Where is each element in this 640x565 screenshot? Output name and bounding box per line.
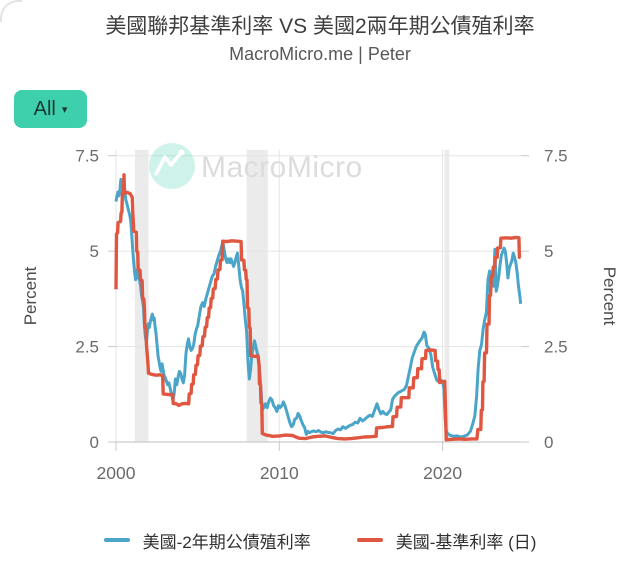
card-corner-decoration (0, 0, 22, 22)
x-axis-label: 2010 (260, 463, 299, 483)
y-axis-title-left: Percent (21, 266, 40, 325)
y-axis-label-right: 0 (544, 433, 553, 452)
y-axis-label-left: 5 (90, 242, 99, 261)
watermark-zigzag-icon (154, 152, 182, 176)
recession-band (444, 150, 450, 442)
y-axis-label-right: 2.5 (544, 338, 568, 357)
legend-label-2y-yield: 美國-2年期公債殖利率 (142, 532, 311, 552)
watermark-text: MacroMicro (201, 151, 363, 184)
chart-plot-area[interactable]: 2000 2010 2020 0 0 2.5 2.5 5 5 7.5 7.5 Percent Perce… (0, 0, 640, 512)
legend-item-2y-yield[interactable]: 美國-2年期公債殖利率 (103, 528, 311, 553)
legend-label-fed-funds: 美國-基準利率 (日) (395, 532, 537, 552)
y-axis-label-left: 7.5 (75, 147, 99, 166)
x-axis-label: 2000 (97, 463, 136, 483)
series-line-fed-funds (114, 173, 522, 442)
legend-swatch-2y-yield (103, 538, 130, 542)
y-axis-label-left: 0 (90, 433, 99, 452)
range-selector-label: All (33, 97, 56, 120)
watermark-dot-icon (178, 149, 185, 156)
legend-item-fed-funds[interactable]: 美國-基準利率 (日) (356, 528, 537, 553)
page-title: 美國聯邦基準利率 VS 美國2兩年期公債殖利率 (105, 15, 535, 38)
caret-down-icon: ▾ (61, 103, 68, 116)
y-axis-title-right: Percent (600, 267, 619, 326)
chart-legend: 美國-2年期公債殖利率 美國-基準利率 (日) (0, 526, 640, 554)
series-line-2y-yield (114, 177, 523, 439)
legend-swatch-fed-funds (356, 538, 383, 542)
y-axis-label-left: 2.5 (75, 338, 99, 357)
y-axis-label-right: 5 (544, 242, 553, 261)
page-subtitle: MacroMicro.me | Peter (229, 44, 411, 64)
y-axis-label-right: 7.5 (544, 147, 568, 166)
range-selector-button[interactable]: All ▾ (14, 90, 87, 128)
x-axis-label: 2020 (423, 463, 462, 483)
recession-band (246, 150, 268, 442)
